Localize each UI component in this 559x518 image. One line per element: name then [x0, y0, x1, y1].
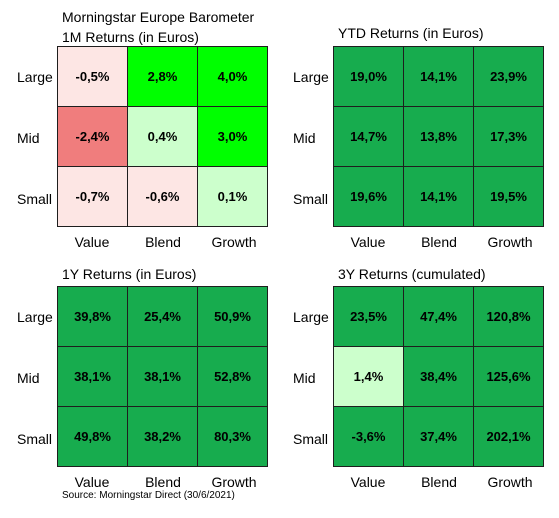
grid-row: 19,0% 14,1% 23,9% [333, 46, 544, 107]
grid-cell: 23,5% [333, 286, 404, 347]
row-label: Large [293, 68, 329, 85]
grid-cell: 14,1% [403, 166, 474, 227]
column-label: Growth [487, 234, 533, 250]
column-label: Blend [421, 234, 457, 250]
grid-row: 19,6% 14,1% 19,5% [333, 166, 544, 227]
grid-cell: -3,6% [333, 406, 404, 467]
grid-cell: 38,1% [57, 346, 128, 407]
grid-cell: 23,9% [473, 46, 544, 107]
grid-row: 49,8% 38,2% 80,3% [57, 406, 268, 467]
row-label: Large [17, 308, 53, 325]
row-label: Large [17, 68, 53, 85]
row-label: Mid [293, 129, 316, 146]
grid-row: -3,6% 37,4% 202,1% [333, 406, 544, 467]
grid-row: -2,4% 0,4% 3,0% [57, 106, 268, 167]
row-label: Small [293, 190, 329, 207]
grid-cell: 38,1% [127, 346, 198, 407]
panel-title: YTD Returns (in Euros) [338, 25, 484, 41]
column-label: Growth [211, 474, 257, 490]
grid-cell: 39,8% [57, 286, 128, 347]
grid-cell: 202,1% [473, 406, 544, 467]
row-label: Large [293, 308, 329, 325]
grid-row: 14,7% 13,8% 17,3% [333, 106, 544, 167]
column-label: Value [350, 474, 386, 490]
grid-cell: 14,7% [333, 106, 404, 167]
panel-title: 1M Returns (in Euros) [62, 29, 199, 45]
column-label: Growth [211, 234, 257, 250]
column-label: Value [350, 234, 386, 250]
grid-cell: -0,7% [57, 166, 128, 227]
source-note: Source: Morningstar Direct (30/6/2021) [62, 490, 235, 501]
grid-cell: -2,4% [57, 106, 128, 167]
grid-cell: 0,4% [127, 106, 198, 167]
returns-grid: -0,5% 2,8% 4,0% -2,4% 0,4% 3,0% -0,7% -0,6% 0,1% [57, 46, 268, 227]
grid-cell: 50,9% [197, 286, 268, 347]
row-label: Small [293, 430, 329, 447]
row-label: Mid [293, 369, 316, 386]
grid-cell: 19,5% [473, 166, 544, 227]
grid-cell: 38,4% [403, 346, 474, 407]
grid-cell: 52,8% [197, 346, 268, 407]
panel-title: 3Y Returns (cumulated) [338, 266, 486, 282]
grid-row: 23,5% 47,4% 120,8% [333, 286, 544, 347]
grid-cell: 1,4% [333, 346, 404, 407]
grid-cell: 13,8% [403, 106, 474, 167]
grid-cell: 17,3% [473, 106, 544, 167]
column-label: Blend [145, 474, 181, 490]
column-label: Value [74, 474, 110, 490]
grid-cell: 37,4% [403, 406, 474, 467]
grid-cell: 120,8% [473, 286, 544, 347]
grid-row: 39,8% 25,4% 50,9% [57, 286, 268, 347]
grid-cell: 3,0% [197, 106, 268, 167]
row-label: Small [17, 190, 53, 207]
grid-cell: 80,3% [197, 406, 268, 467]
grid-cell: 14,1% [403, 46, 474, 107]
grid-cell: 25,4% [127, 286, 198, 347]
returns-grid: 23,5% 47,4% 120,8% 1,4% 38,4% 125,6% -3,6% 37,4… [333, 286, 544, 467]
returns-grid: 39,8% 25,4% 50,9% 38,1% 38,1% 52,8% 49,8% 38,2%… [57, 286, 268, 467]
grid-row: -0,5% 2,8% 4,0% [57, 46, 268, 107]
column-label: Value [74, 234, 110, 250]
row-label: Mid [17, 129, 40, 146]
row-label: Small [17, 430, 53, 447]
grid-row: 38,1% 38,1% 52,8% [57, 346, 268, 407]
panel-title: 1Y Returns (in Euros) [62, 266, 197, 282]
grid-cell: 47,4% [403, 286, 474, 347]
grid-cell: 0,1% [197, 166, 268, 227]
grid-cell: 19,6% [333, 166, 404, 227]
column-label: Blend [145, 234, 181, 250]
returns-grid: 19,0% 14,1% 23,9% 14,7% 13,8% 17,3% 19,6% 14,1%… [333, 46, 544, 227]
barometer-title: Morningstar Europe Barometer [62, 9, 255, 25]
grid-cell: 125,6% [473, 346, 544, 407]
column-label: Growth [487, 474, 533, 490]
grid-cell: 38,2% [127, 406, 198, 467]
column-label: Blend [421, 474, 457, 490]
grid-cell: 2,8% [127, 46, 198, 107]
grid-cell: -0,5% [57, 46, 128, 107]
grid-cell: 19,0% [333, 46, 404, 107]
grid-cell: 49,8% [57, 406, 128, 467]
grid-row: -0,7% -0,6% 0,1% [57, 166, 268, 227]
grid-cell: -0,6% [127, 166, 198, 227]
row-label: Mid [17, 369, 40, 386]
grid-cell: 4,0% [197, 46, 268, 107]
grid-row: 1,4% 38,4% 125,6% [333, 346, 544, 407]
